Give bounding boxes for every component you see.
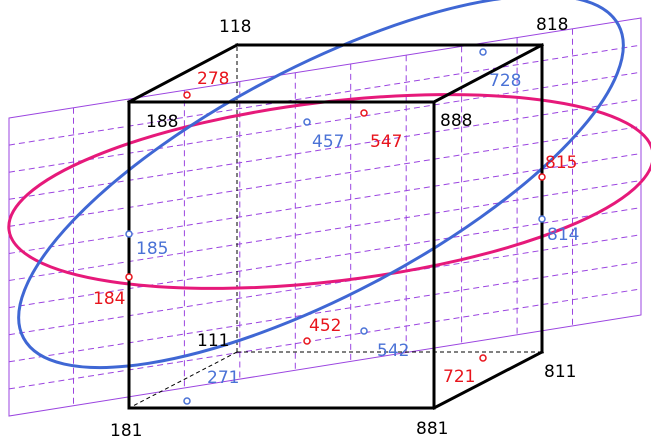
pink-label-815: 815	[545, 153, 577, 173]
blue-label-271: 271	[207, 368, 239, 388]
point-542	[360, 327, 368, 335]
blue-ellipse	[17, 0, 625, 370]
cube-edges	[126, 42, 545, 411]
point-547	[360, 109, 368, 117]
grid-line-h	[8, 125, 642, 227]
vertex-label-881: 881	[416, 419, 448, 439]
grid-line-h	[8, 261, 642, 363]
grid-line-h	[8, 153, 642, 254]
cube-edge-881-811	[431, 349, 545, 411]
pink-points	[125, 91, 546, 362]
pink-label-547: 547	[370, 132, 402, 152]
point-452	[303, 337, 311, 345]
blue-label-185: 185	[136, 239, 168, 259]
vertex-label-188: 188	[146, 112, 178, 132]
point-721	[479, 354, 487, 362]
blue-label-457: 457	[312, 132, 344, 152]
vertex-label-811: 811	[544, 362, 576, 382]
cube-edge-888-818	[431, 42, 545, 105]
grid-line-h	[8, 207, 642, 309]
grid-plane-border	[8, 17, 642, 417]
point-185	[125, 230, 133, 238]
vertex-label-181: 181	[110, 421, 142, 441]
vertex-label-111: 111	[197, 331, 229, 351]
point-814	[538, 215, 546, 223]
grid-plane	[8, 17, 642, 417]
pink-label-452: 452	[309, 316, 341, 336]
grid-line-h	[8, 288, 642, 390]
pink-label-184: 184	[93, 289, 125, 309]
vertex-label-118: 118	[219, 17, 251, 37]
vertex-label-818: 818	[536, 15, 568, 35]
hidden-edge-111-181	[128, 351, 238, 409]
grid-line-h	[8, 71, 642, 173]
grid-line-h	[8, 98, 642, 200]
cube-edge-188-118	[126, 42, 240, 105]
pink-label-278: 278	[197, 69, 229, 89]
point-278	[183, 91, 191, 99]
grid-line-h	[8, 44, 642, 146]
vertex-label-888: 888	[440, 111, 472, 131]
grid-line-h	[8, 180, 642, 281]
point-271	[183, 397, 191, 405]
point-457	[303, 118, 311, 126]
point-184	[125, 273, 133, 281]
blue-label-542: 542	[377, 341, 409, 361]
pink-label-721: 721	[443, 367, 475, 387]
pink-ellipse	[7, 93, 651, 290]
blue-label-728: 728	[489, 71, 521, 91]
point-815	[538, 173, 546, 181]
point-728	[479, 48, 487, 56]
blue-label-814: 814	[547, 225, 579, 245]
grid-horizontal-lines	[8, 44, 642, 390]
blue-points	[125, 48, 546, 405]
grid-line-h	[8, 234, 642, 336]
